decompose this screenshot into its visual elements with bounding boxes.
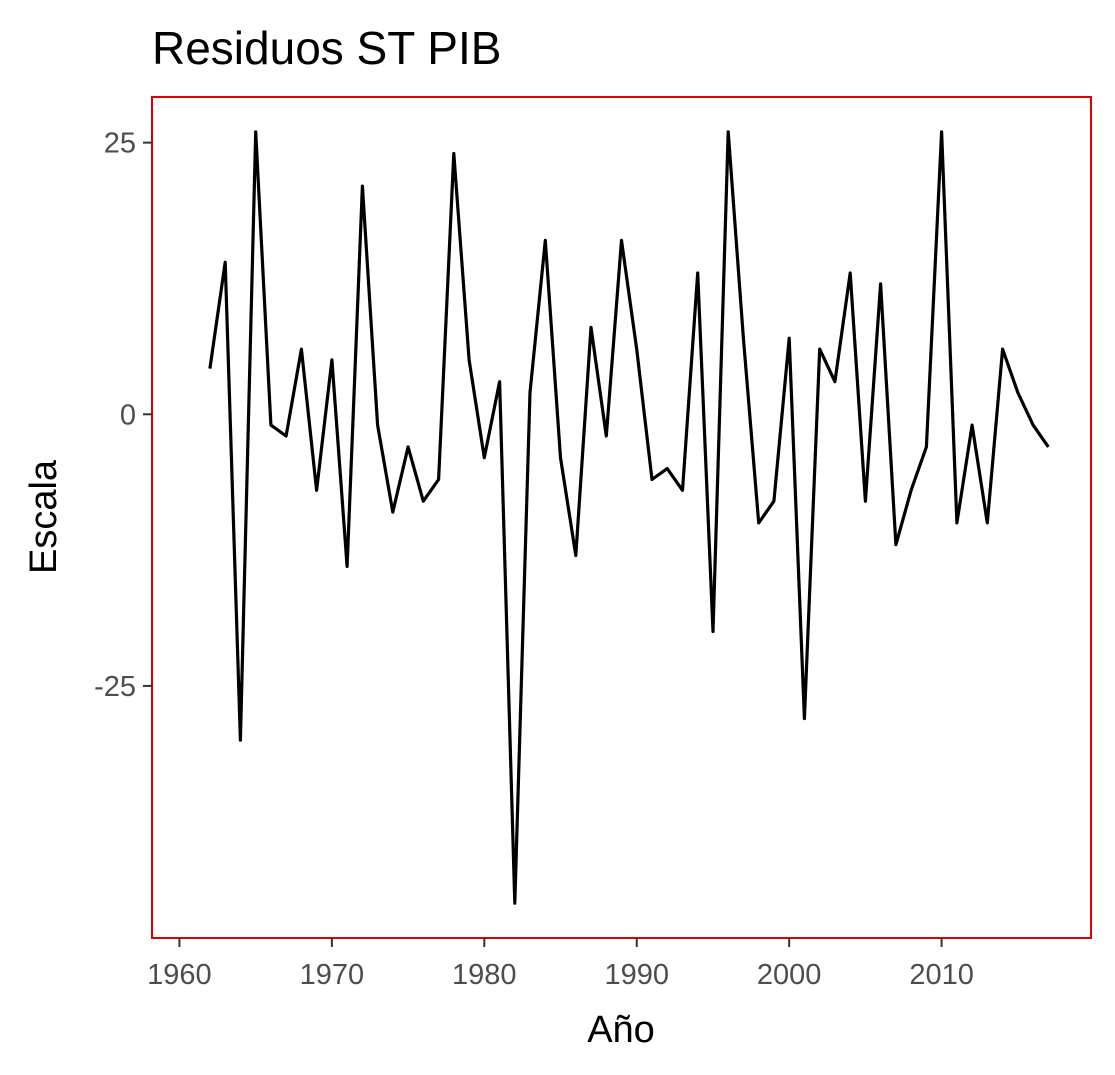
x-tick-label: 2000: [757, 959, 822, 991]
x-axis: 1960 1970 1980 1990 2000 2010: [147, 938, 974, 991]
y-tick-label: 25: [104, 128, 136, 160]
x-axis-title: Año: [587, 1009, 655, 1051]
y-tick-label: -25: [94, 671, 136, 703]
chart-title: Residuos ST PIB: [152, 22, 501, 74]
y-tick-label: 0: [120, 399, 136, 431]
x-tick-label: 1980: [452, 959, 517, 991]
x-tick-label: 1960: [147, 959, 212, 991]
series-line: [208, 130, 1050, 905]
panel-border: [151, 96, 1092, 939]
y-axis: -25 0 25: [94, 128, 152, 703]
y-axis-title: Escala: [23, 459, 65, 574]
x-tick-label: 1990: [604, 959, 669, 991]
x-tick-label: 2010: [909, 959, 974, 991]
x-tick-label: 1970: [300, 959, 365, 991]
